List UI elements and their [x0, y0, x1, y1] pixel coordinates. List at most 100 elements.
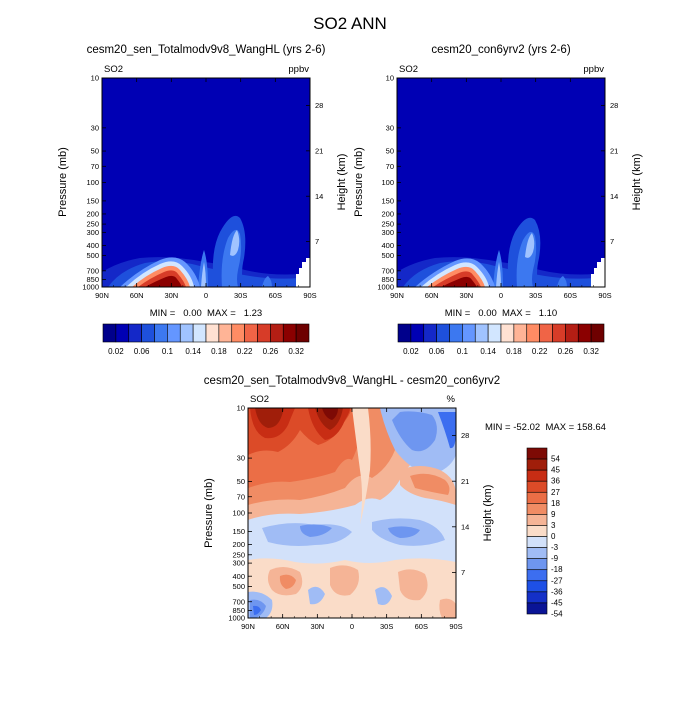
colorbar-box: [526, 602, 548, 615]
colorbar-box: [231, 323, 245, 343]
colorbar-label: 9: [551, 510, 556, 519]
y2-tick-label: 14: [610, 192, 618, 201]
colorbar-box: [167, 323, 181, 343]
y-tick-label: 250: [381, 220, 394, 229]
colorbar-box: [526, 469, 548, 482]
colorbar-box: [565, 323, 579, 343]
y-tick-label: 200: [232, 540, 245, 549]
x-tick-label: 90S: [449, 622, 462, 631]
panel-a-sh-feature: [262, 276, 272, 287]
y-tick-label: 100: [381, 178, 394, 187]
colorbar-box: [141, 323, 155, 343]
panel-c-polar-negative-3: [253, 605, 261, 615]
figure-title: SO2 ANN: [313, 14, 387, 33]
y-tick-label: 70: [386, 162, 394, 171]
panel-a-field: [102, 78, 310, 287]
colorbar-label: -3: [551, 543, 559, 552]
colorbar-box: [436, 323, 450, 343]
y-tick-label: 150: [381, 197, 394, 206]
y-tick-label: 30: [91, 123, 99, 132]
panel-b-stats: MIN = 0.00 MAX = 1.10: [445, 308, 557, 319]
colorbar-label: 0.02: [108, 347, 124, 356]
panel-c-lower-lobe-3: [330, 565, 359, 596]
panel-a-topography: [296, 258, 310, 287]
y2-tick-label: 21: [315, 146, 323, 155]
colorbar-label: 36: [551, 477, 560, 486]
y-tick-label: 50: [91, 147, 99, 156]
panel-c-negative-2: [392, 411, 437, 452]
panel-c-sh-surface: [439, 598, 456, 618]
panel-a-title: cesm20_sen_Totalmodv9v8_WangHL (yrs 2-6): [87, 44, 326, 56]
colorbar-box: [205, 323, 220, 343]
y-tick-label: 250: [232, 550, 245, 559]
y-tick-label: 300: [381, 228, 394, 237]
x-tick-label: 90S: [303, 291, 316, 300]
colorbar-box: [102, 323, 117, 343]
y-tick-label: 250: [86, 220, 99, 229]
panel-a-stats: MIN = 0.00 MAX = 1.23: [150, 308, 262, 319]
colorbar-box: [179, 323, 194, 343]
y-tick-label: 400: [86, 241, 99, 250]
y-tick-label: 30: [386, 123, 394, 132]
colorbar-box: [526, 447, 548, 460]
x-tick-label: 30N: [459, 291, 473, 300]
panel-a-axes: 90N 60N 30N 0 30S 60S 90S 10 30 50 70 100 150 2002503…: [82, 74, 323, 300]
y2-tick-label: 21: [461, 477, 469, 486]
colorbar-box: [552, 323, 566, 343]
x-tick-label: 90N: [390, 291, 404, 300]
colorbar-box: [577, 323, 592, 343]
colorbar-box: [539, 323, 553, 343]
y-tick-label: 300: [86, 228, 99, 237]
panel-a-colorbar: 0.02 0.06 0.1 0.14 0.18 0.22 0.26 0.32: [102, 323, 310, 356]
y-tick-label: 850: [232, 606, 245, 615]
colorbar-box: [257, 323, 271, 343]
panel-c-negative-3: [438, 412, 456, 449]
panel-a-plume-3: [230, 230, 240, 256]
colorbar-box: [526, 558, 548, 571]
panel-c-unit-label: %: [447, 394, 456, 405]
panel-b-equator-core: [496, 262, 501, 287]
panel-c-stats: MIN = -52.02 MAX = 158.64: [485, 422, 606, 433]
x-tick-label: 60S: [564, 291, 577, 300]
colorbar-box: [115, 323, 130, 343]
colorbar-label: 0.26: [558, 347, 574, 356]
colorbar-box: [192, 323, 207, 343]
colorbar-box: [244, 323, 258, 343]
panel-c-sh-lobe-2: [410, 473, 450, 495]
colorbar-label: 0.14: [185, 347, 201, 356]
y-tick-label: 100: [86, 178, 99, 187]
colorbar-label: -9: [551, 554, 559, 563]
y-tick-label: 400: [232, 572, 245, 581]
colorbar-label: 0.18: [506, 347, 522, 356]
y2-tick-label: 7: [610, 237, 614, 246]
x-tick-label: 30S: [234, 291, 247, 300]
colorbar-box: [526, 525, 548, 537]
panel-a-ylabel: Pressure (mb): [57, 147, 69, 217]
panel-a-background: [102, 78, 310, 287]
colorbar-box: [449, 323, 463, 343]
colorbar-label: 0.26: [263, 347, 279, 356]
y-tick-label: 400: [381, 241, 394, 250]
panel-b-y2label: Height (km): [631, 154, 643, 211]
colorbar-label: -36: [551, 587, 563, 596]
panel-c-field: [248, 408, 456, 618]
x-tick-label: 0: [499, 291, 503, 300]
colorbar-box: [526, 503, 548, 515]
panel-c-positive-6: [255, 408, 284, 428]
colorbar-box: [526, 458, 548, 471]
x-tick-label: 0: [204, 291, 208, 300]
colorbar-label: 3: [551, 521, 556, 530]
colorbar-label: 0.1: [457, 347, 469, 356]
panel-b: cesm20_con6yrv2 (yrs 2-6) SO2 ppbv 90N 60…: [353, 44, 643, 356]
y-tick-label: 70: [237, 492, 245, 501]
y-tick-label: 200: [381, 210, 394, 219]
y-tick-label: 500: [86, 251, 99, 260]
x-tick-label: 90N: [241, 622, 255, 631]
panel-b-sh-feature: [557, 276, 567, 287]
colorbar-box: [526, 536, 548, 548]
panel-c-lower-lobe-4: [398, 569, 428, 601]
colorbar-label: 0.22: [532, 347, 548, 356]
colorbar-label: 0: [551, 532, 556, 541]
y-tick-label: 1000: [377, 283, 394, 292]
